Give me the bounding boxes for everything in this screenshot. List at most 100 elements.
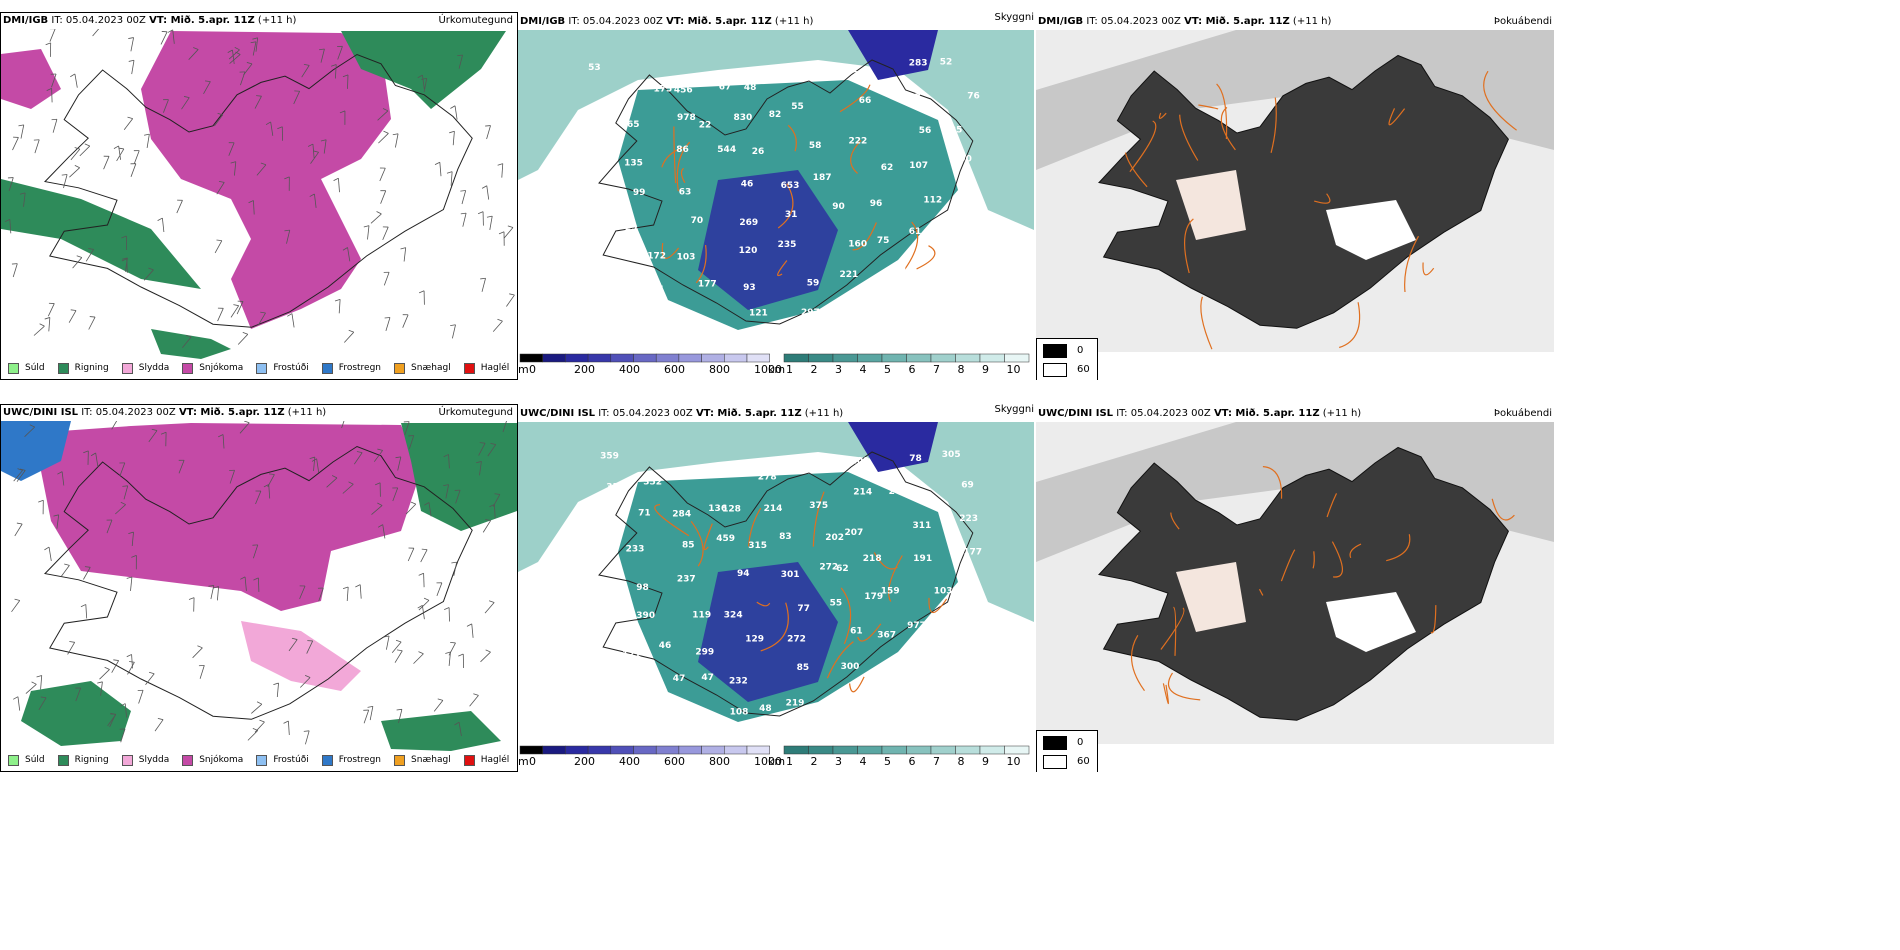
shade-label-60: 60	[1077, 364, 1090, 375]
legend-swatch	[256, 754, 268, 766]
visibility-title: Skyggni	[994, 404, 1034, 415]
vis-label: 544	[717, 145, 736, 155]
height-tick: 400	[619, 363, 640, 376]
vis-label: 357	[606, 483, 625, 493]
legend-item: Haglél	[463, 754, 509, 766]
vis-tick: 8	[957, 755, 965, 768]
vis-label: 80	[620, 716, 633, 726]
fog-panel: UWC/DINI ISL IT: 05.04.2023 00Z VT: Mið.…	[1036, 404, 1556, 772]
legend-swatch	[321, 362, 333, 374]
precip-title: Úrkomutegund	[438, 407, 513, 418]
height-tick: 200	[574, 755, 595, 768]
vis-tick: 6	[908, 363, 916, 376]
vis-label: 221	[840, 270, 859, 280]
panel-header: UWC/DINI ISL IT: 05.04.2023 00Z VT: Mið.…	[3, 407, 326, 419]
height-tick: 600	[664, 363, 685, 376]
legend-swatch	[182, 362, 194, 374]
height-tick: 600	[664, 755, 685, 768]
visibility-title: Skyggni	[994, 12, 1034, 23]
visibility-panel: UWC/DINI ISL IT: 05.04.2023 00Z VT: Mið.…	[518, 404, 1036, 772]
legend-item: Frostregn	[321, 362, 381, 374]
height-tick: 0	[529, 363, 536, 376]
legend-label: Frostúði	[273, 755, 309, 765]
vis-label: 61	[909, 227, 922, 237]
vis-tick: 9	[982, 363, 989, 376]
vis-label: 71	[805, 71, 818, 81]
lead-label: (+11 h)	[257, 15, 297, 26]
height-tick: 200	[574, 363, 595, 376]
vis-label: 249	[894, 267, 913, 277]
vis-label: 456	[674, 86, 693, 96]
vis-label: 653	[781, 181, 800, 191]
visibility-map: 53 175 22 26 187 96 61 209 104 99 48 55 222 107 370 29 1…	[518, 30, 1034, 352]
vis-label: 133	[607, 290, 626, 300]
vis-label: 116	[975, 222, 994, 232]
fog-panel: DMI/IGB IT: 05.04.2023 00Z VT: Mið. 5.ap…	[1036, 12, 1556, 380]
vis-label: 176	[886, 691, 905, 701]
vis-label: 311	[913, 521, 932, 531]
vis-tick: 10	[1006, 755, 1021, 768]
vis-label: 75	[877, 236, 890, 246]
vis-label: 82	[769, 110, 782, 120]
legend-item: Snjókoma	[182, 362, 243, 374]
vis-label: 120	[739, 246, 758, 256]
vis-label: 121	[749, 309, 768, 319]
vis-label: 66	[950, 685, 963, 695]
vis-label: 103	[934, 586, 953, 596]
vis-label: 172	[647, 252, 666, 262]
precip-map	[1, 29, 515, 359]
vis-label: 65	[627, 120, 640, 130]
vt-label: VT: Mið. 5.apr. 11Z	[178, 407, 285, 418]
panel-header: DMI/IGB IT: 05.04.2023 00Z VT: Mið. 5.ap…	[520, 16, 813, 28]
vis-label: 367	[877, 631, 896, 641]
height-tick: 800	[709, 755, 730, 768]
vis-label: 31	[785, 210, 798, 220]
vis-label: 90	[959, 155, 972, 165]
vis-label: 830	[734, 113, 753, 123]
vis-label: 177	[698, 280, 717, 290]
vis-label: 272	[819, 563, 838, 573]
shade-swatch-white	[1043, 755, 1067, 769]
vis-label: 47	[673, 674, 686, 684]
vis-label: 232	[729, 676, 748, 686]
vis-label: 46	[741, 180, 754, 190]
vis-label: 299	[695, 648, 714, 658]
vt-label: VT: Mið. 5.apr. 11Z	[1184, 16, 1290, 27]
vt-label: VT: Mið. 5.apr. 11Z	[695, 408, 802, 419]
visibility-panel: DMI/IGB IT: 05.04.2023 00Z VT: Mið. 5.ap…	[518, 12, 1036, 380]
legend-label: Snæhagl	[411, 363, 451, 373]
vis-tick: 10	[1006, 363, 1021, 376]
vis-label: 130	[702, 467, 721, 477]
vis-label: 69	[961, 480, 974, 490]
vis-tick: 9	[982, 755, 989, 768]
vis-label: 324	[724, 610, 743, 620]
precip-panel: DMI/IGB IT: 05.04.2023 00Z VT: Mið. 5.ap…	[0, 12, 518, 380]
shade-legend: 0 60	[1036, 730, 1098, 772]
vis-label: 159	[881, 587, 900, 597]
legend-item: Snæhagl	[394, 362, 451, 374]
vis-label: 136	[708, 504, 727, 514]
colorbars: m 0 200 400 600 800 1000 km 1 2 3 4 5 6 7 8 9 10	[518, 352, 1036, 378]
vis-label: 46	[659, 641, 672, 651]
vis-label: 218	[952, 297, 971, 307]
vis-label: 85	[797, 663, 810, 673]
it-label: IT: 05.04.2023 00Z	[1086, 16, 1181, 27]
legend-label: Rigning	[74, 363, 109, 373]
it-label: IT: 05.04.2023 00Z	[598, 408, 693, 419]
legend-item: Frostregn	[321, 754, 381, 766]
legend-swatch	[394, 362, 406, 374]
legend-item: Snjókoma	[182, 754, 243, 766]
vis-label: 197	[902, 93, 921, 103]
vis-label: 78	[986, 616, 999, 626]
vis-label: 371	[851, 303, 870, 313]
shade-label-0: 0	[1077, 737, 1084, 748]
vis-label: 235	[778, 240, 797, 250]
vis-label: 977	[907, 621, 926, 631]
vis-label: 61	[850, 627, 863, 637]
vis-label: 90	[832, 202, 845, 212]
vis-label: 218	[863, 554, 882, 564]
vis-label: 375	[809, 501, 828, 511]
legend-item: Frostúði	[256, 362, 309, 374]
legend-item: Rigning	[57, 754, 109, 766]
vis-label: 295	[651, 712, 670, 722]
